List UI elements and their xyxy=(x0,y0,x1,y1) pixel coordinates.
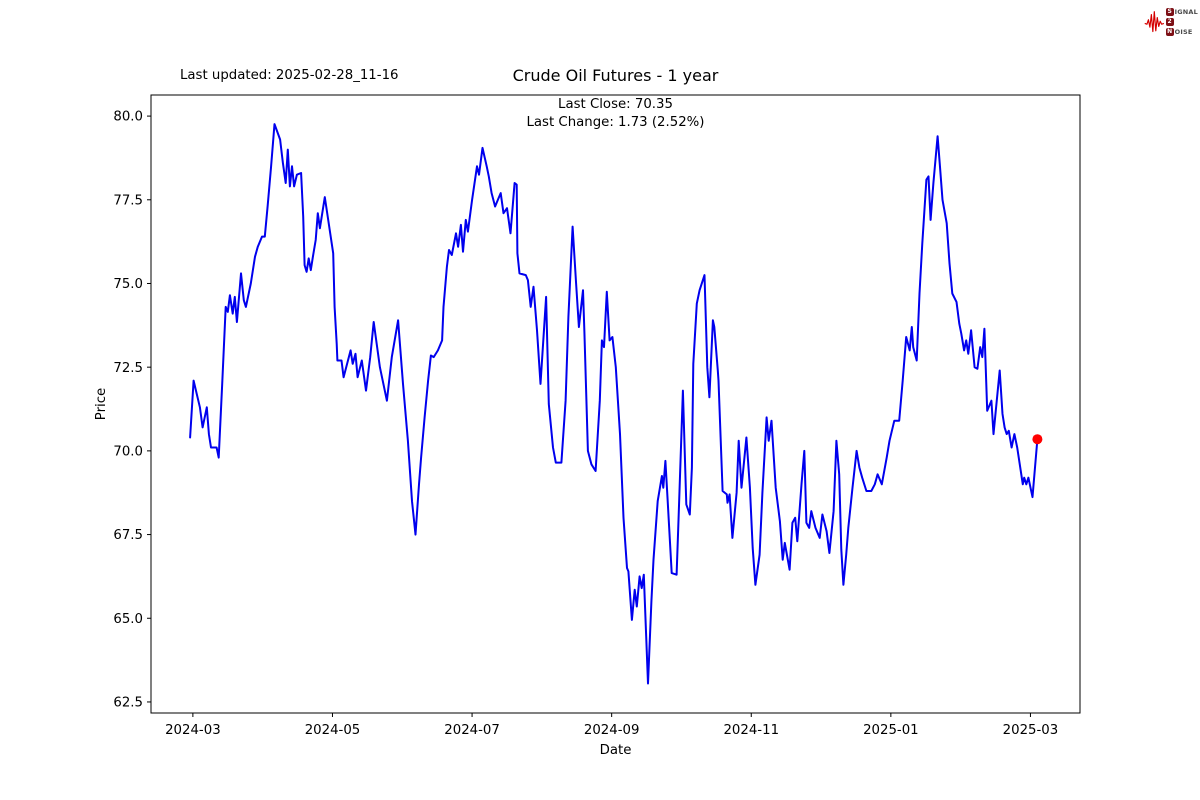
logo-row-2: 2 xyxy=(1165,18,1198,27)
logo-rest-oise: OISE xyxy=(1174,28,1193,36)
logo-badge-s: S xyxy=(1165,8,1174,16)
x-tick-label: 2025-03 xyxy=(1003,723,1059,738)
y-tick-label: 72.5 xyxy=(113,361,143,376)
x-tick-label: 2024-11 xyxy=(723,723,779,738)
logo-rest-ignal: IGNAL xyxy=(1174,8,1198,16)
last-price-marker xyxy=(1032,434,1043,445)
x-axis-label: Date xyxy=(600,743,632,758)
plot-border xyxy=(150,94,1081,714)
logo-badge-n: N xyxy=(1165,28,1174,36)
last-close-text: Last Close: 70.35 xyxy=(558,97,673,112)
waveform-icon xyxy=(1144,11,1165,33)
x-tick-label: 2024-09 xyxy=(584,723,640,738)
y-tick-label: 67.5 xyxy=(113,528,143,543)
y-tick-label: 77.5 xyxy=(113,193,143,208)
x-tick-label: 2025-01 xyxy=(863,723,919,738)
x-tick-label: 2024-07 xyxy=(444,723,500,738)
y-tick-label: 70.0 xyxy=(113,444,143,459)
last-change-text: Last Change: 1.73 (2.52%) xyxy=(526,115,705,130)
last-updated-text: Last updated: 2025-02-28_11-16 xyxy=(180,68,399,83)
y-tick-label: 75.0 xyxy=(113,277,143,292)
logo-text: S IGNAL 2 N OISE xyxy=(1165,8,1198,37)
signal2noise-logo: S IGNAL 2 N OISE xyxy=(1144,4,1198,40)
y-tick-label: 80.0 xyxy=(113,110,143,125)
y-axis-label: Price xyxy=(94,388,109,420)
logo-row-noise: N OISE xyxy=(1165,28,1198,37)
logo-row-signal: S IGNAL xyxy=(1165,8,1198,17)
logo-badge-2: 2 xyxy=(1165,18,1174,26)
y-tick-label: 62.5 xyxy=(113,696,143,711)
price-line xyxy=(189,123,1039,685)
x-tick-label: 2024-05 xyxy=(305,723,361,738)
y-tick-label: 65.0 xyxy=(113,612,143,627)
page-title: Crude Oil Futures - 1 year xyxy=(512,66,719,85)
x-tick-label: 2024-03 xyxy=(165,723,221,738)
